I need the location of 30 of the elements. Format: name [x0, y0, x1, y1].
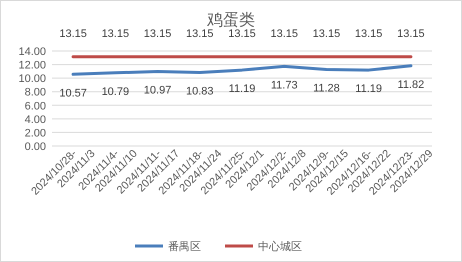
y-tick-label: 10.00: [18, 73, 46, 86]
data-label: 13.15: [270, 28, 298, 40]
line-series: [72, 64, 412, 76]
data-label: 13.15: [59, 28, 87, 40]
y-tick-label: 8.00: [24, 86, 46, 99]
data-label: 11.19: [228, 83, 256, 96]
legend-label: 中心城区: [258, 240, 302, 253]
data-label: 11.19: [355, 83, 382, 96]
y-tick-label: 4.00: [24, 114, 46, 126]
data-label: 13.15: [102, 28, 130, 40]
y-tick-label: 6.00: [24, 100, 46, 112]
legend-label: 番禺区: [168, 240, 201, 253]
data-label: 13.15: [228, 28, 256, 40]
data-label: 11.28: [313, 82, 340, 94]
data-label: 13.15: [312, 28, 340, 40]
data-label: 10.83: [186, 86, 214, 98]
data-label: 13.15: [354, 28, 382, 40]
data-label: 13.15: [186, 28, 214, 40]
data-label: 10.79: [102, 86, 130, 98]
data-label: 11.73: [270, 79, 298, 92]
y-tick-label: 2.00: [24, 127, 46, 140]
data-label: 13.15: [397, 28, 425, 40]
data-label: 11.82: [398, 78, 424, 91]
y-tick-label: 14.00: [18, 46, 46, 58]
data-label: 10.57: [59, 87, 87, 100]
chart-title: 鸡蛋类: [206, 11, 255, 29]
data-label: 10.97: [144, 84, 172, 97]
y-tick-label: 0.00: [24, 141, 46, 153]
data-label: 13.15: [144, 28, 172, 40]
y-tick-label: 12.00: [18, 60, 46, 72]
